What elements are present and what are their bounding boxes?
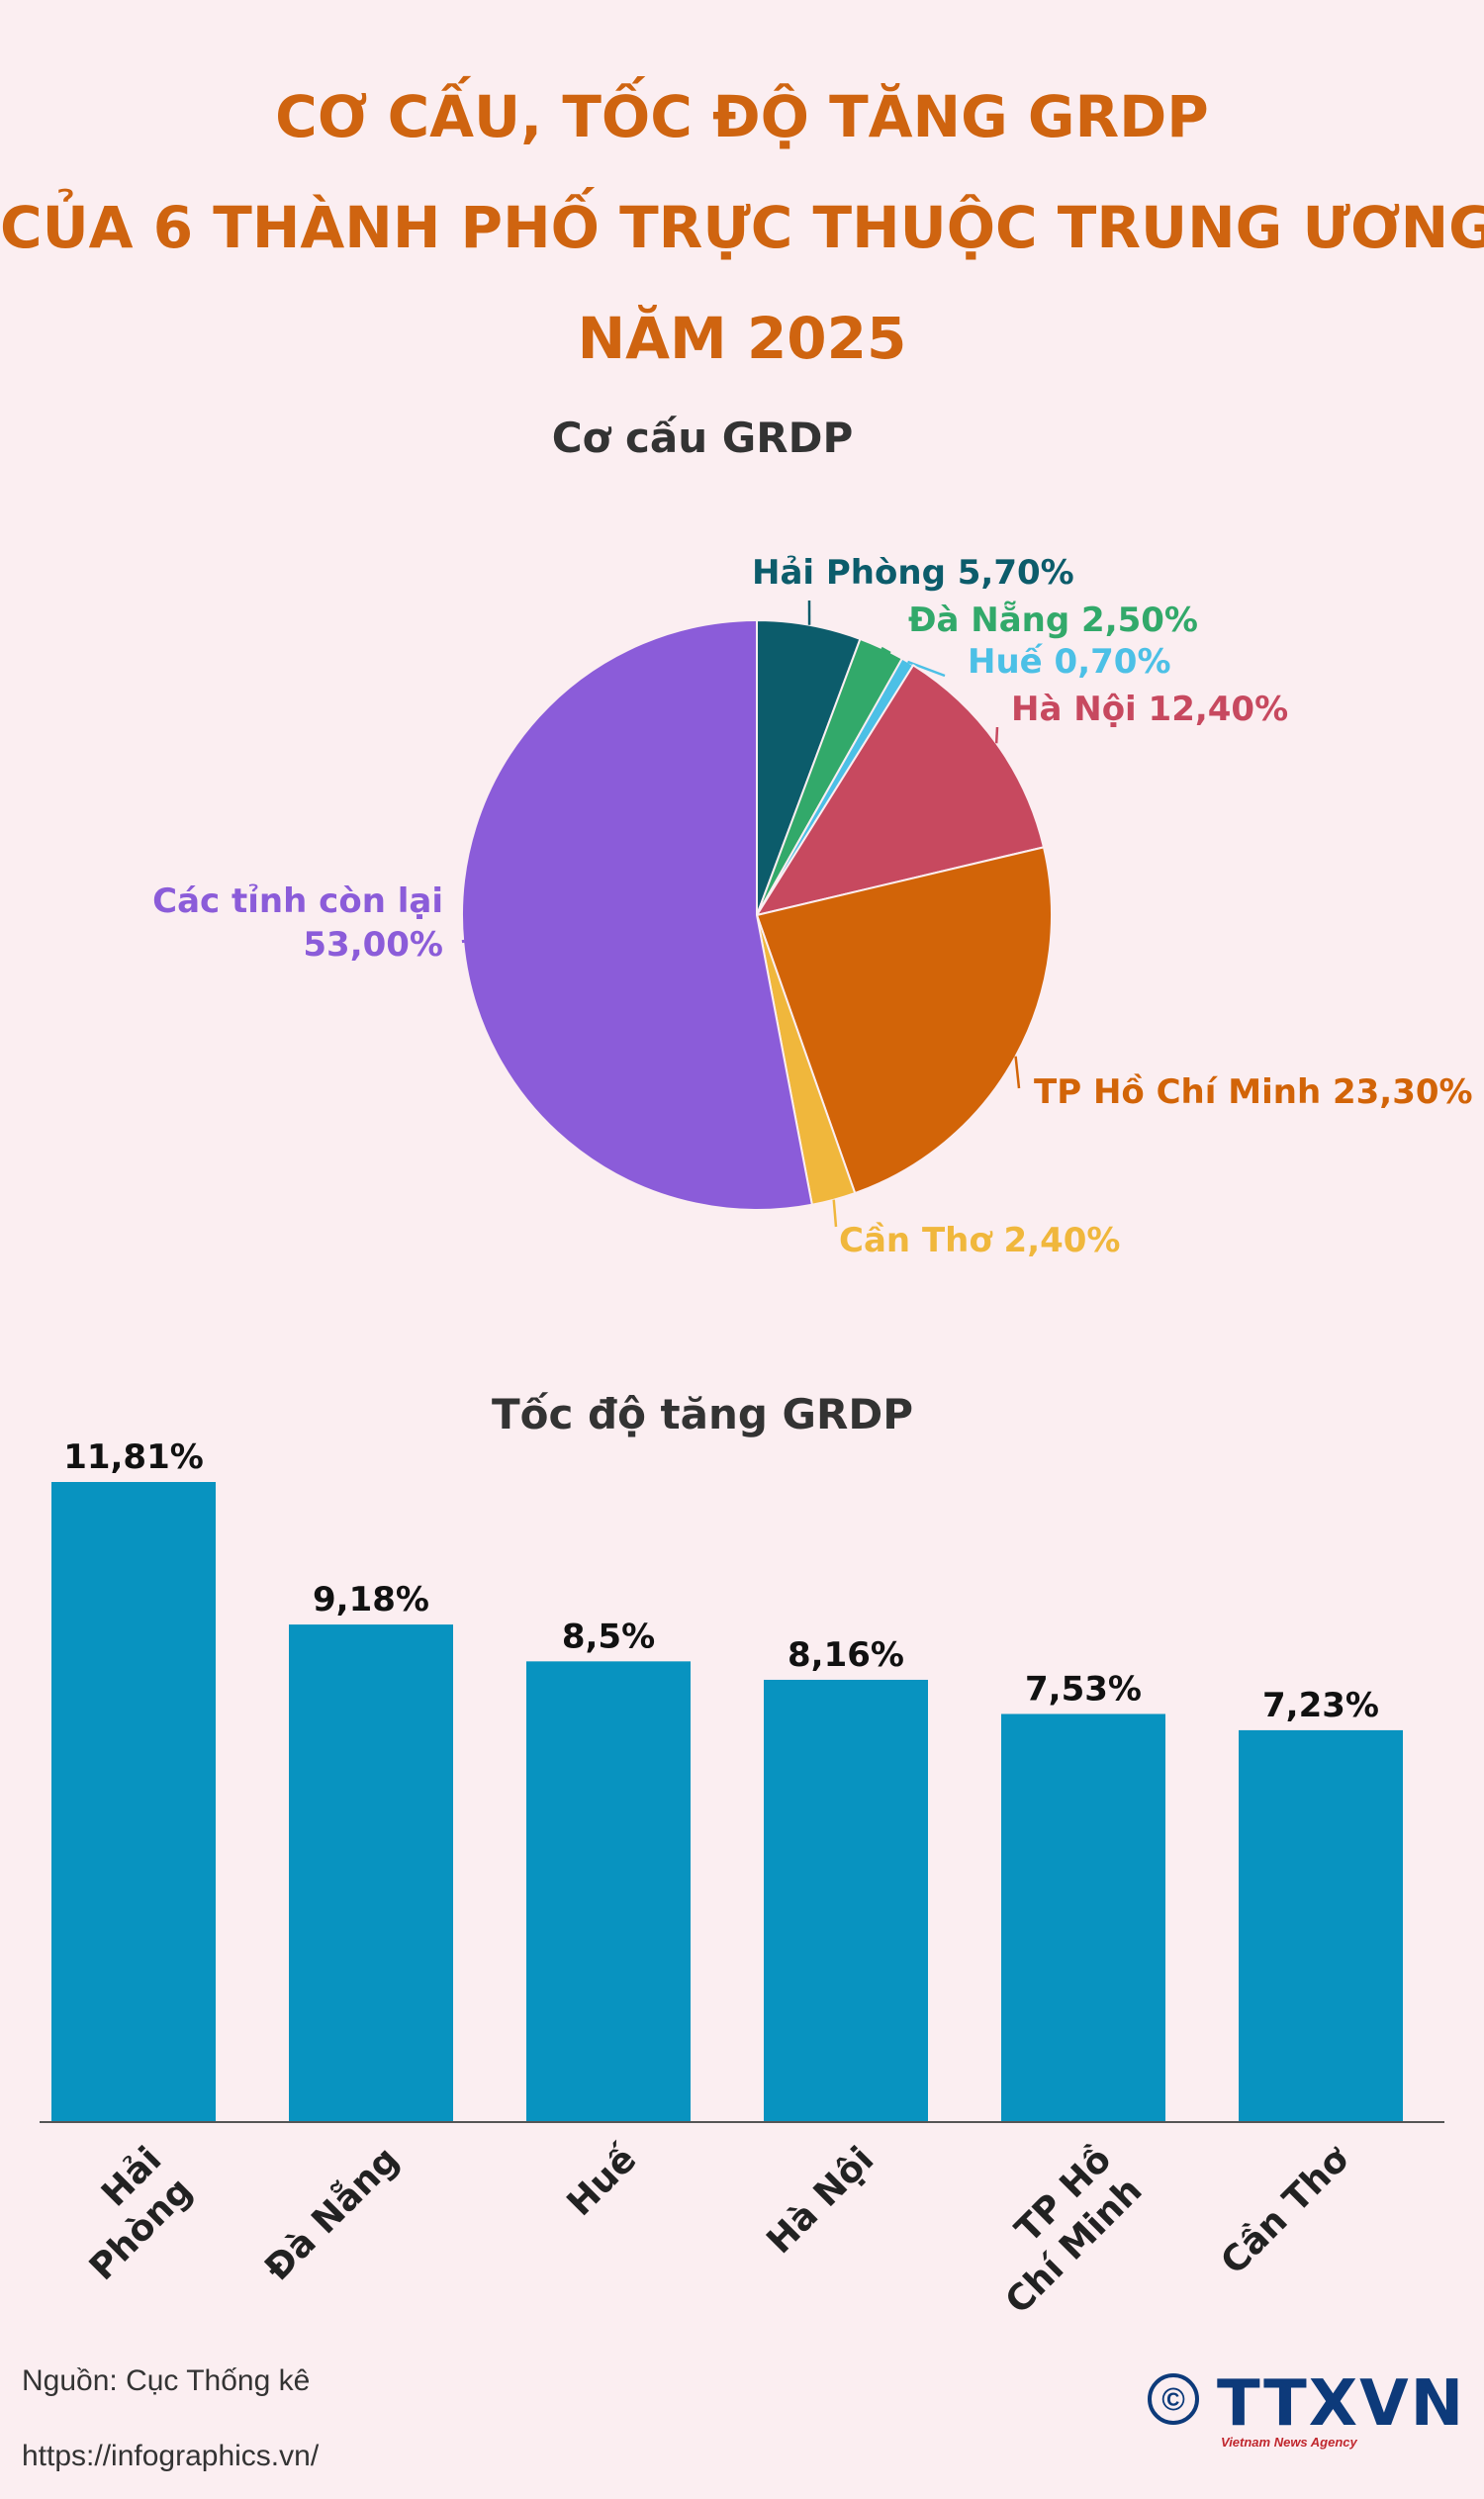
pie-leader-1 [881, 646, 891, 655]
pie-slice-3 [754, 664, 1046, 917]
category-label-3: Hà Nội [760, 2139, 882, 2262]
bar-4 [1001, 1713, 1165, 2122]
category-label-1: Đà Nẵng [256, 2139, 407, 2289]
source-url[interactable]: https://infographics.vn/ [22, 2440, 320, 2472]
category-label-5: Cần Thơ [1214, 2138, 1358, 2282]
bar-value-label-0: 11,81% [63, 1437, 204, 1477]
bar-value-label-4: 7,53% [1025, 1669, 1142, 1709]
ttxvn-logo: © TTXVN Vietnam News Agency [1148, 2367, 1463, 2458]
bar-chart: 11,81% HảiPhòng 9,18% Đà Nẵng 8,5% Huế 8,16% Hà… [40, 1437, 1444, 2322]
logo-text: TTXVN [1217, 2367, 1466, 2441]
pie-label-2: Huế 0,70% [968, 642, 1171, 682]
pie-slice-6 [461, 618, 814, 1211]
pie-label-1: Đà Nẵng 2,50% [908, 601, 1198, 640]
pie-leader-5 [832, 1199, 838, 1228]
pie-leader-3 [994, 726, 999, 744]
copyright-icon: © [1148, 2373, 1199, 2425]
pie-leader-4 [1014, 1056, 1021, 1089]
bar-3 [764, 1679, 928, 2122]
bar-1 [289, 1624, 453, 2122]
pie-label-4: TP Hồ Chí Minh 23,30% [1034, 1072, 1473, 1112]
pie-label-3: Hà Nội 12,40% [1011, 690, 1288, 729]
bar-2 [526, 1661, 691, 2122]
pie-leader-2 [907, 660, 946, 678]
bar-value-label-2: 8,5% [562, 1617, 655, 1656]
pie-chart: Hải Phòng 5,70% Đà Nẵng 2,50%Huế 0,70% Hà … [152, 553, 1472, 1260]
pie-chart-title: Cơ cấu GRDP [551, 414, 854, 462]
logo-subtitle: Vietnam News Agency [1221, 2435, 1357, 2450]
bar-chart-title: Tốc độ tăng GRDP [491, 1390, 914, 1438]
bar-value-label-5: 7,23% [1262, 1686, 1379, 1725]
title-line-2: CỦA 6 THÀNH PHỐ TRỰC THUỘC TRUNG ƯƠNG [0, 194, 1484, 261]
title-line-1: CƠ CẤU, TỐC ĐỘ TĂNG GRDP [275, 83, 1209, 150]
category-label-4: TP HồChí Minh [968, 2139, 1151, 2322]
source-note: Nguồn: Cục Thống kê [22, 2364, 311, 2397]
page-title: CƠ CẤU, TỐC ĐỘ TĂNG GRDP CỦA 6 THÀNH PHỐ… [0, 61, 1484, 394]
pie-label-0: Hải Phòng 5,70% [752, 553, 1074, 593]
pie-slice-4 [755, 846, 1053, 1195]
category-label-0: HảiPhòng [51, 2139, 201, 2288]
pie-label-6: Các tỉnh còn lại 53,00% [152, 881, 443, 965]
bar-value-label-1: 9,18% [313, 1580, 429, 1620]
bar-0 [51, 1482, 216, 2122]
pie-label-5: Cần Thơ 2,40% [839, 1221, 1120, 1260]
bar-5 [1239, 1729, 1403, 2122]
bar-value-label-3: 8,16% [788, 1635, 904, 1675]
title-line-3: NĂM 2025 [577, 305, 907, 372]
category-label-2: Huế [560, 2139, 645, 2224]
